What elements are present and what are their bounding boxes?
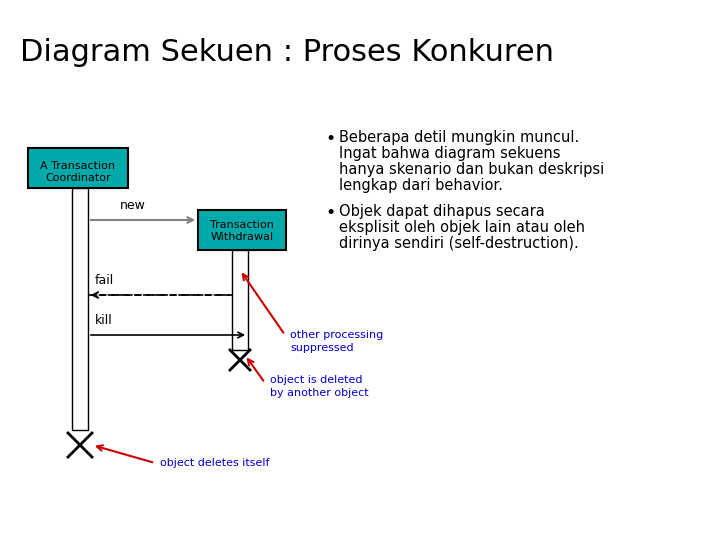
Text: •: • <box>325 204 336 222</box>
Bar <box>232 250 248 350</box>
Bar <box>72 188 88 430</box>
Text: object is deleted: object is deleted <box>270 375 362 385</box>
Text: Ingat bahwa diagram sekuens: Ingat bahwa diagram sekuens <box>339 146 560 161</box>
Text: dirinya sendiri (self-destruction).: dirinya sendiri (self-destruction). <box>339 236 579 251</box>
Text: fail: fail <box>95 274 114 287</box>
Text: Coordinator: Coordinator <box>45 173 111 183</box>
Text: object deletes itself: object deletes itself <box>160 458 269 468</box>
Text: •: • <box>325 130 336 148</box>
Text: Objek dapat dihapus secara: Objek dapat dihapus secara <box>339 204 545 219</box>
Text: new: new <box>120 199 146 212</box>
Text: by another object: by another object <box>270 388 369 398</box>
Text: lengkap dari behavior.: lengkap dari behavior. <box>339 178 503 193</box>
Text: suppressed: suppressed <box>290 343 354 353</box>
Text: A Transaction: A Transaction <box>40 161 115 171</box>
Text: Beberapa detil mungkin muncul.: Beberapa detil mungkin muncul. <box>339 130 580 145</box>
Text: Withdrawal: Withdrawal <box>210 232 274 242</box>
Text: other processing: other processing <box>290 330 383 340</box>
Text: hanya skenario dan bukan deskripsi: hanya skenario dan bukan deskripsi <box>339 162 604 177</box>
Text: eksplisit oleh objek lain atau oleh: eksplisit oleh objek lain atau oleh <box>339 220 585 235</box>
Bar <box>198 210 286 250</box>
Text: Transaction: Transaction <box>210 220 274 230</box>
Text: kill: kill <box>95 314 113 327</box>
Bar <box>28 148 128 188</box>
Text: Diagram Sekuen : Proses Konkuren: Diagram Sekuen : Proses Konkuren <box>20 38 554 67</box>
